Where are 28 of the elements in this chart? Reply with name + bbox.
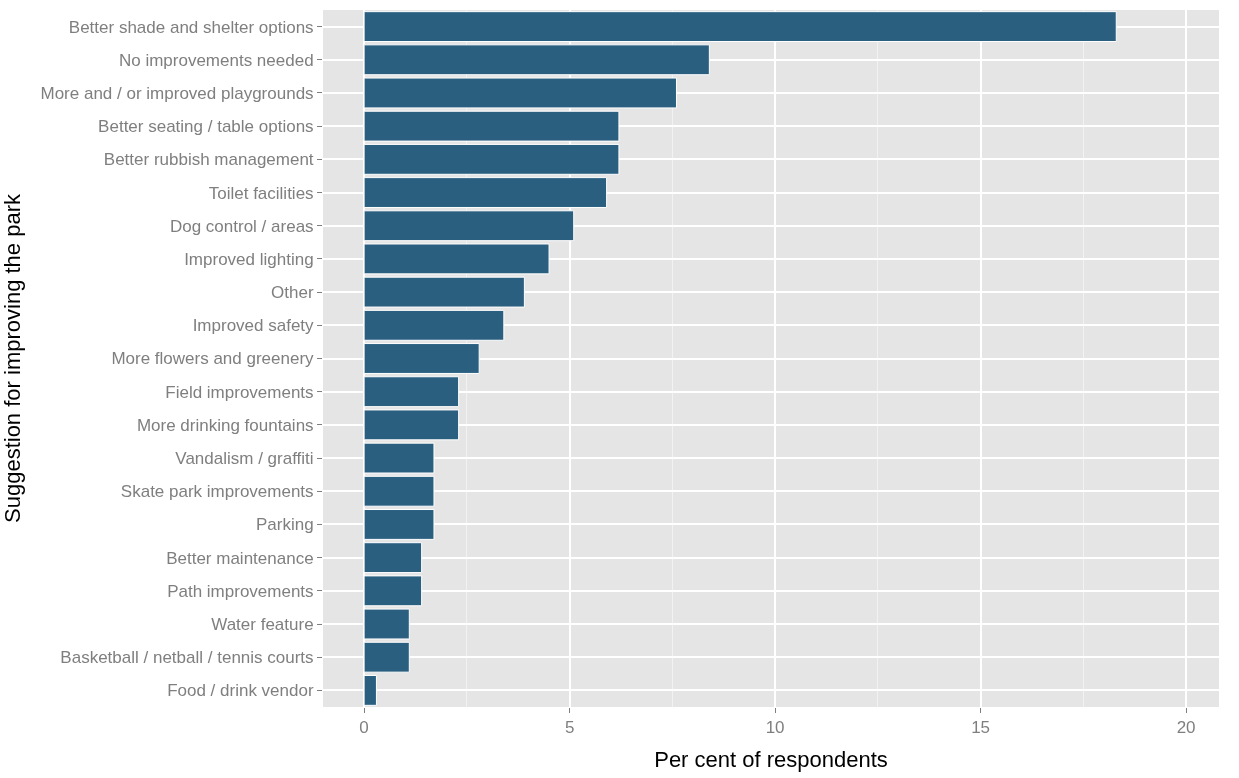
- y-tick-label: Other: [271, 283, 314, 303]
- x-tick-label: 5: [564, 718, 575, 738]
- y-tick-label: More and / or improved playgrounds: [40, 83, 314, 103]
- y-tick-label: Better rubbish management: [103, 150, 314, 170]
- y-tick-label: Improved lighting: [184, 249, 314, 269]
- y-tick-label: Improved safety: [192, 316, 315, 336]
- y-tick-label: Path improvements: [167, 581, 314, 601]
- y-tick-label: No improvements needed: [118, 50, 314, 70]
- y-tick-label: Water feature: [211, 614, 314, 634]
- y-tick-label: Field improvements: [165, 382, 314, 402]
- y-axis-title: Suggestion for improving the park: [0, 193, 25, 523]
- y-tick-label: Better shade and shelter options: [68, 17, 314, 37]
- y-tick-label: Food / drink vendor: [167, 681, 314, 701]
- y-tick-label: Parking: [255, 515, 314, 535]
- x-tick-label: 15: [971, 718, 991, 738]
- x-tick-label: 10: [765, 718, 785, 738]
- y-tick-label: More flowers and greenery: [111, 349, 315, 369]
- y-tick-label: Basketball / netball / tennis courts: [60, 648, 314, 668]
- y-tick-label: Vandalism / graffiti: [175, 449, 314, 469]
- y-tick-label: Better maintenance: [166, 548, 314, 568]
- y-tick-label: Toilet facilities: [208, 183, 314, 203]
- y-tick-label: More drinking fountains: [136, 415, 314, 435]
- y-tick-label: Dog control / areas: [169, 216, 314, 236]
- x-axis-title: Per cent of respondents: [654, 747, 888, 773]
- x-tick-label: 20: [1176, 718, 1196, 738]
- y-tick-label: Better seating / table options: [98, 117, 314, 137]
- x-tick-label: 0: [359, 718, 369, 738]
- y-tick-label: Skate park improvements: [120, 482, 314, 502]
